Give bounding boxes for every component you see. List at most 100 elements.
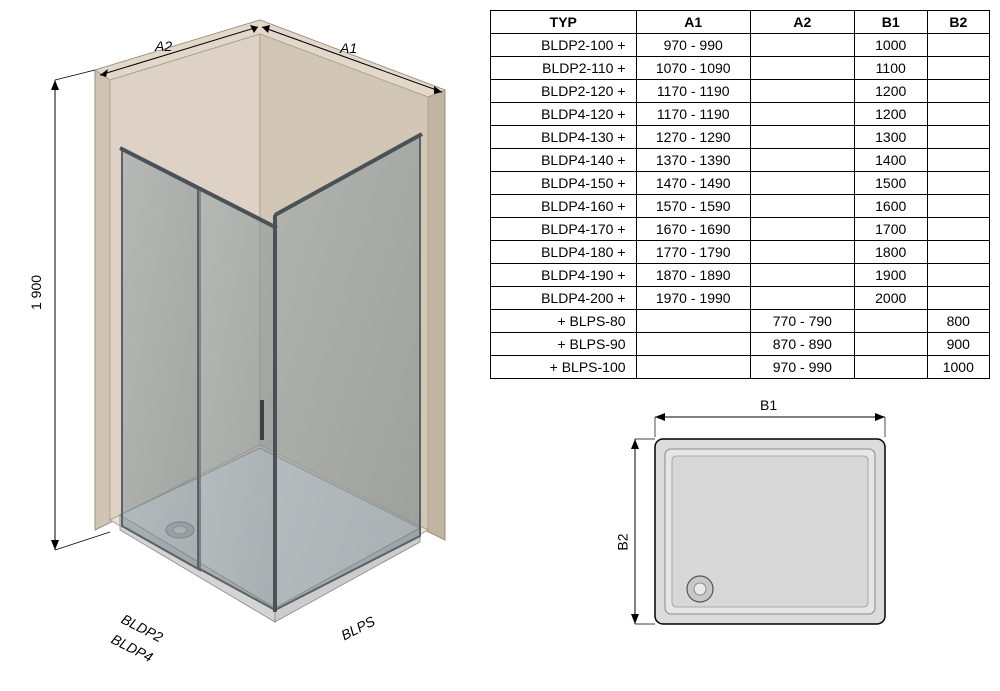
cell: 770 - 790	[750, 310, 854, 333]
cell: 1770 - 1790	[636, 241, 750, 264]
cell: + BLPS-80	[491, 310, 637, 333]
a1-dim-label: A1	[340, 40, 357, 56]
cell	[927, 172, 989, 195]
cell	[636, 310, 750, 333]
a2-dim-label: A2	[155, 38, 172, 54]
cell	[927, 264, 989, 287]
cell: 1700	[854, 218, 927, 241]
cell	[750, 149, 854, 172]
cell	[854, 310, 927, 333]
cell: 1400	[854, 149, 927, 172]
cell	[854, 356, 927, 379]
table-row: BLDP4-130 +1270 - 1290 1300	[491, 126, 990, 149]
table-row: + BLPS-90870 - 890900	[491, 333, 990, 356]
cell: BLDP4-200 +	[491, 287, 637, 310]
cell: 1470 - 1490	[636, 172, 750, 195]
cell	[750, 195, 854, 218]
cell: BLDP4-140 +	[491, 149, 637, 172]
cell	[927, 195, 989, 218]
col-header: B2	[927, 11, 989, 34]
cell: 1000	[854, 34, 927, 57]
table-row: BLDP4-190 +1870 - 18901900	[491, 264, 990, 287]
cell: 970 - 990	[750, 356, 854, 379]
cell: 1170 - 1190	[636, 103, 750, 126]
cell	[750, 80, 854, 103]
cell	[750, 34, 854, 57]
spec-table: TYPA1A2B1B2 BLDP2-100 +970 - 9901000BLDP…	[490, 10, 990, 379]
cell: BLDP4-170 +	[491, 218, 637, 241]
col-header: B1	[854, 11, 927, 34]
cell: 1070 - 1090	[636, 57, 750, 80]
table-row: + BLPS-80 770 - 790 800	[491, 310, 990, 333]
cell: 1900	[854, 264, 927, 287]
cell	[750, 103, 854, 126]
cell: 1200	[854, 80, 927, 103]
cell	[750, 218, 854, 241]
cell	[636, 356, 750, 379]
cell: 1000	[927, 356, 989, 379]
b2-dim-label: B2	[615, 533, 631, 550]
cell: 1970 - 1990	[636, 287, 750, 310]
cell	[927, 126, 989, 149]
cell: 1270 - 1290	[636, 126, 750, 149]
cell	[927, 241, 989, 264]
cell: BLDP4-160 +	[491, 195, 637, 218]
cell	[750, 172, 854, 195]
cell: 1570 - 1590	[636, 195, 750, 218]
cell	[927, 287, 989, 310]
cell: 1200	[854, 103, 927, 126]
table-row: BLDP4-120 +1170 - 1190 1200	[491, 103, 990, 126]
cell: 900	[927, 333, 989, 356]
col-header: A2	[750, 11, 854, 34]
cell: BLDP2-120 +	[491, 80, 637, 103]
cell: 1800	[854, 241, 927, 264]
table-row: BLDP2-110 +1070 - 1090 1100	[491, 57, 990, 80]
plan-diagram: B1 B2	[600, 399, 900, 639]
cell: BLDP2-110 +	[491, 57, 637, 80]
cell	[927, 149, 989, 172]
table-row: BLDP4-150 +1470 - 1490 1500	[491, 172, 990, 195]
cell	[927, 80, 989, 103]
col-header: TYP	[491, 11, 637, 34]
table-row: BLDP2-120 +1170 - 1190 1200	[491, 80, 990, 103]
cell	[927, 57, 989, 80]
b1-dim-label: B1	[760, 397, 777, 413]
table-row: BLDP4-160 +1570 - 1590 1600	[491, 195, 990, 218]
cell	[750, 126, 854, 149]
col-header: A1	[636, 11, 750, 34]
cell: 1600	[854, 195, 927, 218]
table-row: BLDP4-200 +1970 - 1990 2000	[491, 287, 990, 310]
cell	[750, 241, 854, 264]
cell	[927, 218, 989, 241]
cell: BLDP4-180 +	[491, 241, 637, 264]
cell: 2000	[854, 287, 927, 310]
cell: 1500	[854, 172, 927, 195]
cell: 1100	[854, 57, 927, 80]
cell: BLDP4-150 +	[491, 172, 637, 195]
isometric-diagram: 1 900 A2 A1 BLDP2 BLDP4 BLPS	[10, 10, 470, 680]
cell: BLDP2-100 +	[491, 34, 637, 57]
cell: BLDP4-120 +	[491, 103, 637, 126]
cell: 1300	[854, 126, 927, 149]
table-row: BLDP4-140 +1370 - 1390 1400	[491, 149, 990, 172]
cell: 1170 - 1190	[636, 80, 750, 103]
cell: BLDP4-190 +	[491, 264, 637, 287]
cell	[750, 287, 854, 310]
table-row: BLDP4-180 +1770 - 1790 1800	[491, 241, 990, 264]
table-row: BLDP2-100 +970 - 990 1000	[491, 34, 990, 57]
cell	[854, 333, 927, 356]
cell	[927, 34, 989, 57]
height-dim-label: 1 900	[28, 275, 44, 310]
cell: BLDP4-130 +	[491, 126, 637, 149]
cell: + BLPS-100	[491, 356, 637, 379]
table-row: + BLPS-100 970 - 990 1000	[491, 356, 990, 379]
cell	[750, 57, 854, 80]
cell	[927, 103, 989, 126]
cell: 1370 - 1390	[636, 149, 750, 172]
cell: 800	[927, 310, 989, 333]
cell: 870 - 890	[750, 333, 854, 356]
cell	[636, 333, 750, 356]
table-row: BLDP4-170 +1670 - 16901700	[491, 218, 990, 241]
cell	[750, 264, 854, 287]
cell: 970 - 990	[636, 34, 750, 57]
